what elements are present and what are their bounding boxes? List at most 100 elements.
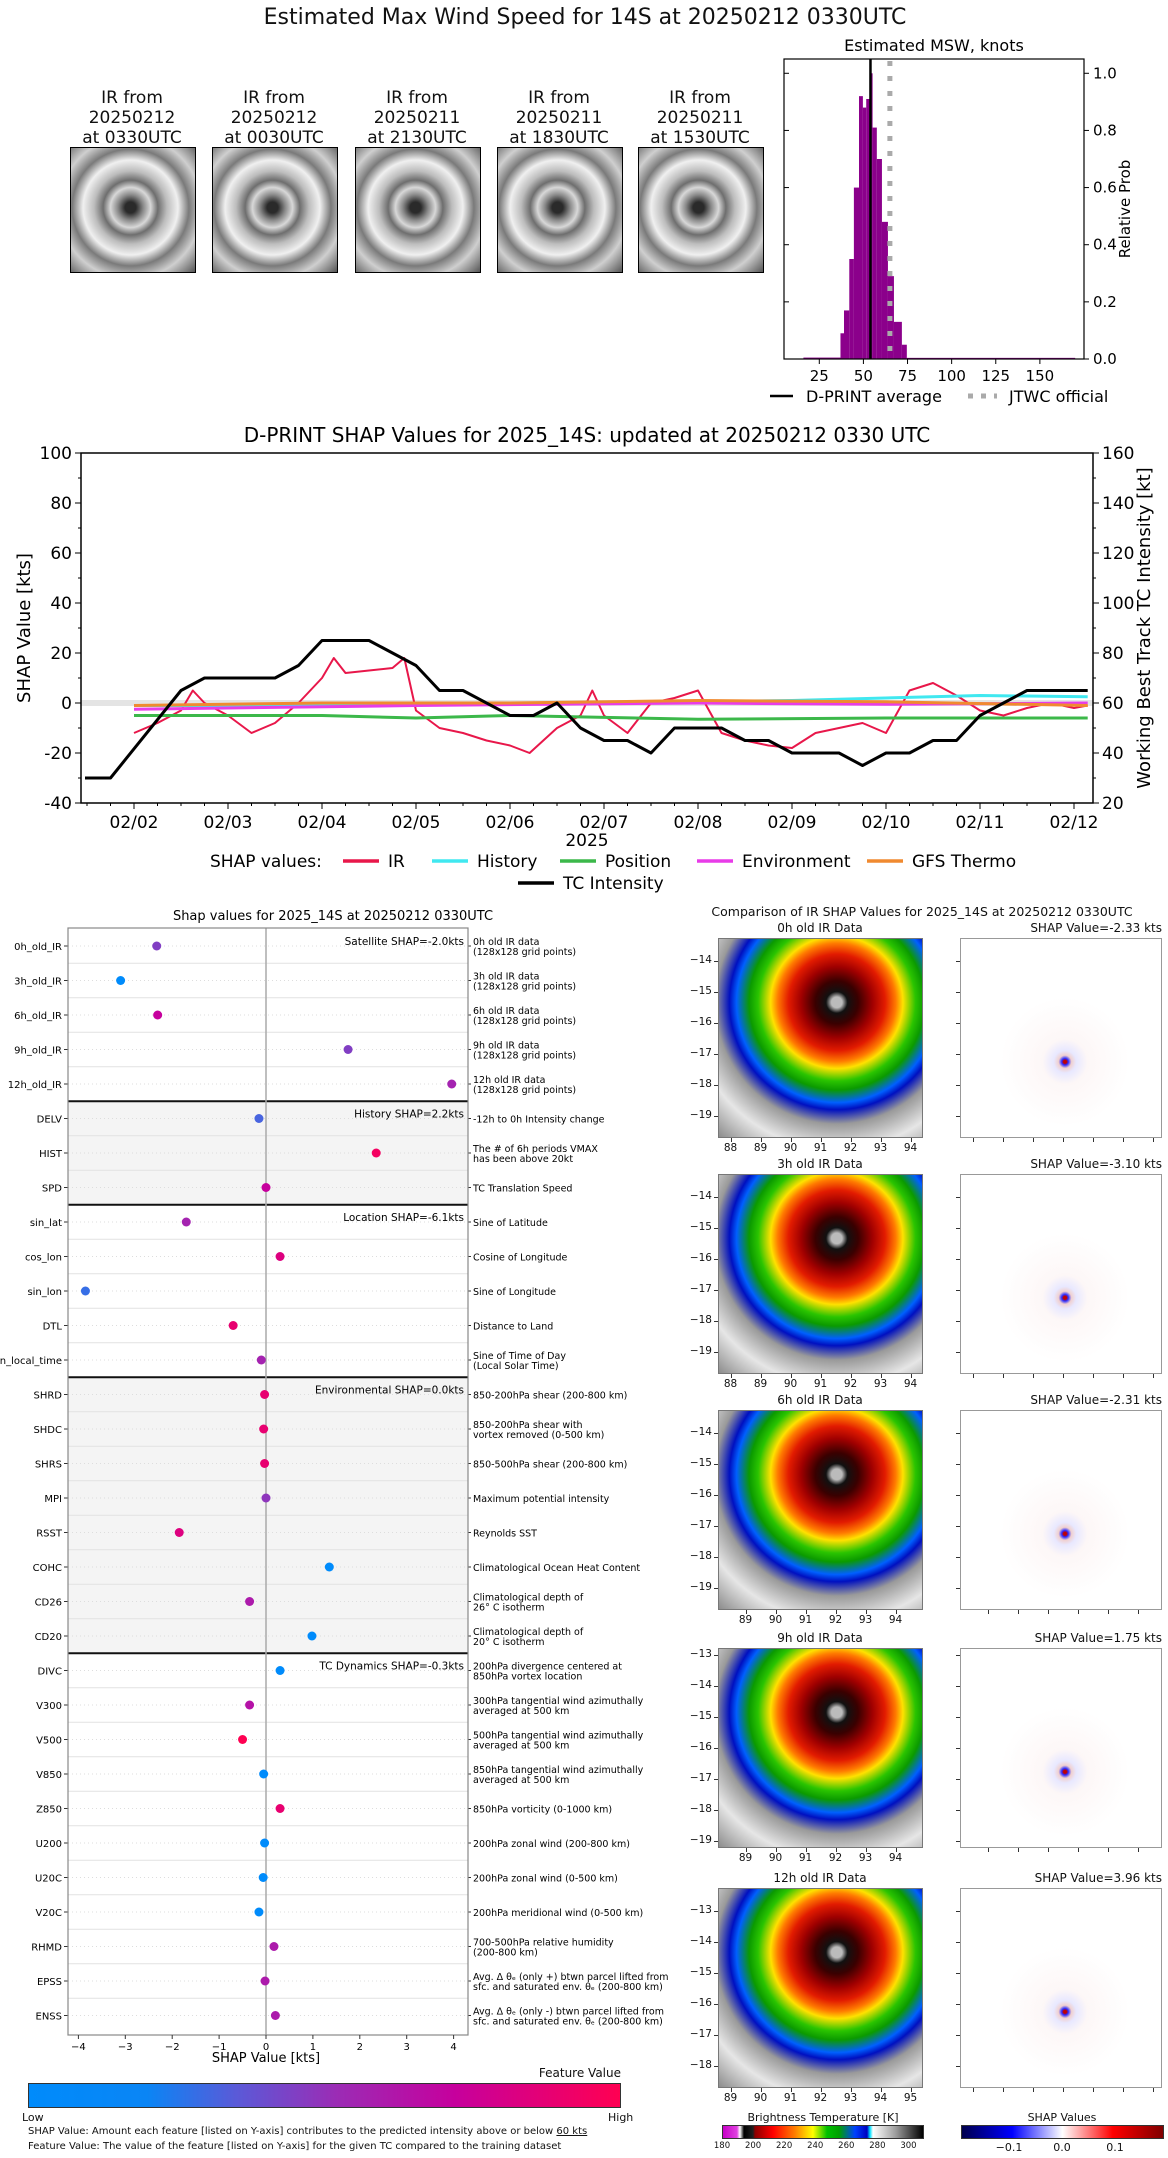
feature-panel-title: Shap values for 2025_14S at 20250212 033… [173, 909, 493, 924]
lat-tick-label: −15 [689, 1220, 712, 1233]
lat-tick [714, 1022, 718, 1024]
shap-lat-tick [956, 1972, 960, 1974]
feature-description: Sine of Longitude [473, 1287, 556, 1298]
shap-dot-Z850 [275, 1804, 285, 1813]
y-tick-label: 0.4 [1093, 236, 1117, 254]
lat-tick [714, 1053, 718, 1055]
x-tick-label: 02/09 [768, 813, 817, 833]
lat-tick [714, 960, 718, 962]
lon-tick-label: 92 [813, 2092, 828, 2104]
ir-panel-title: Comparison of IR SHAP Values for 2025_14… [711, 904, 1133, 919]
feature-description: Climatological depth of [473, 1593, 584, 1604]
shap-tick-label: 0.0 [1053, 2141, 1071, 2154]
feature-colorbar-title: Feature Value [538, 2066, 621, 2080]
lon-tick-label: 89 [753, 1378, 768, 1390]
feature-description: 850hPa tangential wind azimuthally [473, 1765, 644, 1776]
feature-label: SPD [42, 1184, 62, 1195]
x-tick-label: −1 [212, 2042, 227, 2053]
colorbar-low-label: Low [22, 2111, 44, 2124]
shap-lat-tick [956, 2034, 960, 2036]
x-tick-label: 02/03 [204, 813, 253, 833]
feature-label: SHRD [33, 1391, 62, 1402]
lon-tick-label: 90 [783, 1142, 798, 1154]
shap-lon-tick [1137, 1848, 1139, 1852]
y-right-tick-label: 140 [1102, 494, 1134, 514]
x-tick-label: 0 [263, 2042, 269, 2053]
lon-tick [730, 1374, 732, 1378]
feature-description: averaged at 500 km [473, 1775, 569, 1786]
lat-tick-label: −17 [689, 2027, 712, 2040]
ir-thumbnail-image [70, 147, 196, 273]
feature-description: 850hPa vortex location [473, 1672, 582, 1683]
lat-tick-label: −15 [689, 1710, 712, 1722]
thumbnail-label-line: IR from [669, 88, 731, 108]
lon-tick [790, 1374, 792, 1378]
shap-dot-SHRS [260, 1459, 270, 1468]
shap-tick-label: 0.1 [1106, 2141, 1124, 2154]
lon-tick-label: 90 [768, 1614, 783, 1626]
shap-lon-tick [1152, 2088, 1154, 2092]
lat-tick-label: −15 [689, 1965, 712, 1978]
lat-tick-label: −13 [689, 1903, 712, 1916]
thumbnail-label: IR from 20250211 at 2130UTC [337, 88, 497, 148]
lat-tick-label: −14 [689, 953, 712, 966]
lon-tick [745, 1610, 747, 1614]
lon-tick-label: 93 [873, 1378, 888, 1390]
shap-dot-EPSS [260, 1976, 270, 1986]
feature-description: Avg. Δ θₑ (only -) btwn parcel lifted fr… [473, 2007, 664, 2018]
x-tick-label: 150 [1026, 367, 1055, 385]
feature-description: Maximum potential intensity [473, 1494, 610, 1505]
shap-lon-tick [1002, 1374, 1004, 1378]
ir-image-title: 9h old IR Data [777, 1631, 863, 1645]
x-tick-label: −4 [71, 2042, 86, 2053]
x-tick-label: 25 [810, 367, 829, 385]
lat-tick-label: −19 [689, 1108, 712, 1121]
lat-tick-label: −15 [689, 1456, 712, 1469]
lat-tick-label: −14 [689, 1425, 712, 1438]
lat-tick [714, 1779, 718, 1780]
feature-value-note: Feature Value: The value of the feature … [28, 2141, 562, 2152]
lon-tick-label: 92 [828, 1852, 843, 1864]
thumbnail-label: IR from 20250212 at 0030UTC [194, 88, 354, 148]
y-tick-label: 0.6 [1093, 179, 1117, 197]
histogram-title: Estimated MSW, knots [844, 36, 1024, 55]
lat-tick-label: −17 [689, 1046, 712, 1059]
histogram-bar [853, 187, 859, 359]
feature-description: Distance to Land [473, 1322, 553, 1333]
x-tick-label: 75 [898, 367, 917, 385]
lat-tick [714, 1972, 718, 1974]
shap-dot-U200 [260, 1838, 270, 1848]
lat-tick-label: −15 [689, 984, 712, 997]
thumbnail-label-line: IR from [528, 88, 590, 108]
lat-tick-label: −17 [689, 1518, 712, 1531]
ir-image-title: 12h old IR Data [773, 1871, 867, 1885]
lon-tick [820, 2088, 822, 2092]
y-tick-label: 100 [40, 444, 72, 464]
histogram-bar [893, 321, 902, 359]
ir-image [718, 1888, 923, 2088]
legend-label: Position [605, 852, 671, 872]
histogram-bar [859, 96, 863, 360]
y-tick-label: 60 [50, 544, 72, 564]
feature-description: The # of 6h periods VMAX [472, 1144, 598, 1155]
bt-tick-label: 220 [776, 2141, 793, 2151]
feature-description: 850-200hPa shear (200-800 km) [473, 1391, 627, 1402]
shap-lat-tick [956, 1655, 960, 1656]
lon-tick-label: 91 [813, 1142, 828, 1154]
ir-image-title: 6h old IR Data [777, 1393, 863, 1407]
lon-tick [865, 1610, 867, 1614]
y-tick-label: 20 [50, 644, 72, 664]
shap-map-image [960, 938, 1162, 1138]
lat-tick [714, 1289, 718, 1291]
lon-tick-label: 90 [753, 2092, 768, 2104]
shap-lat-tick [956, 1556, 960, 1558]
feature-label: RSST [36, 1529, 63, 1540]
ir-image [718, 1174, 923, 1374]
thumbnail-label-line: 20250212 [230, 108, 318, 128]
histogram-bar [872, 127, 877, 359]
shap-lon-tick [972, 2088, 974, 2092]
lat-tick [714, 2003, 718, 2005]
lon-tick [805, 1610, 807, 1614]
lon-tick-label: 93 [873, 1142, 888, 1154]
feature-label: cos_lon [25, 1253, 62, 1264]
